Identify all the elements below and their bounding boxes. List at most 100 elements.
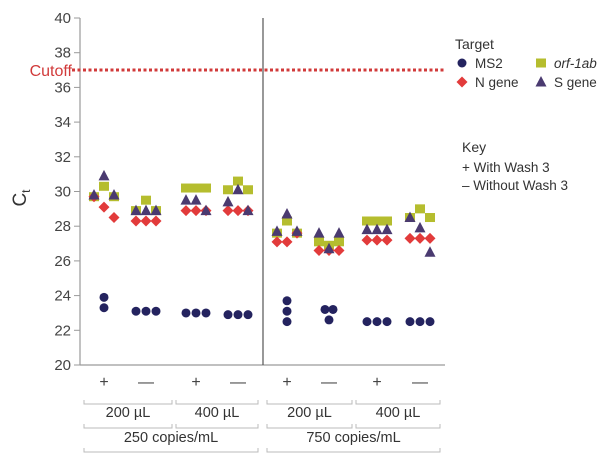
s-point <box>200 204 212 216</box>
s-point <box>180 194 192 205</box>
ms2-point <box>151 306 161 316</box>
concentration-group-label: 750 copies/mL <box>306 430 400 446</box>
s-point <box>381 223 393 235</box>
n-point <box>232 205 244 217</box>
x-category-label: + <box>372 374 381 391</box>
concentration-group-label: 250 copies/mL <box>124 430 218 446</box>
ms2-point <box>405 317 415 327</box>
ms2-point <box>328 304 338 314</box>
concentration-bracket <box>266 448 441 453</box>
x-category-label: — <box>230 374 246 391</box>
volume-bracket-lower <box>355 424 441 429</box>
orf-point <box>233 176 243 186</box>
legend: Target MS2 orf-1ab N gene S gene <box>455 36 597 90</box>
cutoff: Cutoff <box>30 63 445 80</box>
legend-title: Target <box>455 36 494 52</box>
y-tick-label: 30 <box>54 184 71 201</box>
ms2-point <box>415 317 425 327</box>
orf-point <box>362 216 372 226</box>
ms2-point <box>320 304 330 314</box>
orf-point <box>243 185 253 195</box>
s-point <box>232 183 244 195</box>
volume-bracket <box>355 400 441 405</box>
ms2-point <box>181 308 191 318</box>
n-point <box>361 234 373 246</box>
s-point <box>313 227 325 238</box>
n-point <box>414 232 426 244</box>
volume-bracket <box>83 400 173 405</box>
volume-bracket-lower <box>175 424 259 429</box>
x-category-label: — <box>138 374 154 391</box>
volume-group-label: 400 µL <box>376 405 421 421</box>
n-point <box>150 215 162 227</box>
ms2-point <box>372 317 382 327</box>
n-point <box>130 215 142 227</box>
orf-point <box>223 185 233 195</box>
ms2-point <box>233 310 243 320</box>
y-tick-label: 20 <box>54 357 71 374</box>
n-point <box>333 244 345 256</box>
s-legend-marker <box>535 76 547 87</box>
y-ticks: 20 22 24 26 28 30 32 34 36 38 40 <box>54 10 80 374</box>
s-point <box>88 188 100 200</box>
volume-group-label: 200 µL <box>106 405 151 421</box>
orf-point <box>201 183 211 193</box>
s-legend-label: S gene <box>554 75 597 90</box>
x-category-label: + <box>282 374 291 391</box>
orf-legend-marker <box>536 58 546 68</box>
y-axis-label-sub: t <box>19 189 33 193</box>
s-point <box>190 194 202 205</box>
n-point <box>281 236 293 248</box>
key-line-with-wash: + With Wash 3 <box>462 160 550 175</box>
n-point <box>222 205 234 217</box>
s-point <box>333 227 345 238</box>
orf-point <box>141 195 151 205</box>
s-point <box>222 195 234 207</box>
s-point <box>150 204 162 216</box>
s-point <box>98 169 110 181</box>
ms2-point <box>282 306 292 316</box>
n-point <box>424 232 436 244</box>
orf-point <box>99 181 109 191</box>
ms2-point <box>243 310 253 320</box>
n-point <box>271 236 283 248</box>
n-point <box>98 201 110 213</box>
n-point <box>140 215 152 227</box>
n-point <box>404 232 416 244</box>
data-points <box>88 169 436 327</box>
s-point <box>323 242 335 254</box>
key-line-without-wash: – Without Wash 3 <box>462 178 568 193</box>
y-tick-label: 22 <box>54 322 71 339</box>
s-point <box>414 221 426 233</box>
y-tick-label: 26 <box>54 253 71 270</box>
orf-point <box>314 237 324 247</box>
x-groups: 200 µL 400 µL 200 µL 400 µL 250 copies/mL 750… <box>83 400 441 453</box>
ms2-point <box>99 303 109 313</box>
ms2-point <box>99 292 109 302</box>
key-title: Key <box>462 139 486 155</box>
s-point <box>371 223 383 235</box>
s-point <box>108 188 120 200</box>
orf-legend-label: orf-1ab <box>554 56 597 71</box>
s-point <box>271 225 283 236</box>
orf-point <box>372 216 382 226</box>
s-point <box>242 204 254 216</box>
ms2-point <box>191 308 201 318</box>
y-tick-label: 36 <box>54 79 71 96</box>
s-point <box>140 204 152 216</box>
y-tick-label: 34 <box>54 114 71 131</box>
x-category-label: — <box>412 374 428 391</box>
ms2-point <box>282 296 292 306</box>
s-point <box>281 208 293 219</box>
n-legend-label: N gene <box>475 75 519 90</box>
volume-bracket <box>266 400 353 405</box>
ms2-point <box>141 306 151 316</box>
n-point <box>108 212 120 224</box>
y-tick-label: 40 <box>54 10 71 27</box>
orf-point <box>191 183 201 193</box>
ms2-legend-label: MS2 <box>475 56 503 71</box>
ms2-point <box>362 317 372 327</box>
x-category-label: + <box>191 374 200 391</box>
ms2-point <box>201 308 211 318</box>
